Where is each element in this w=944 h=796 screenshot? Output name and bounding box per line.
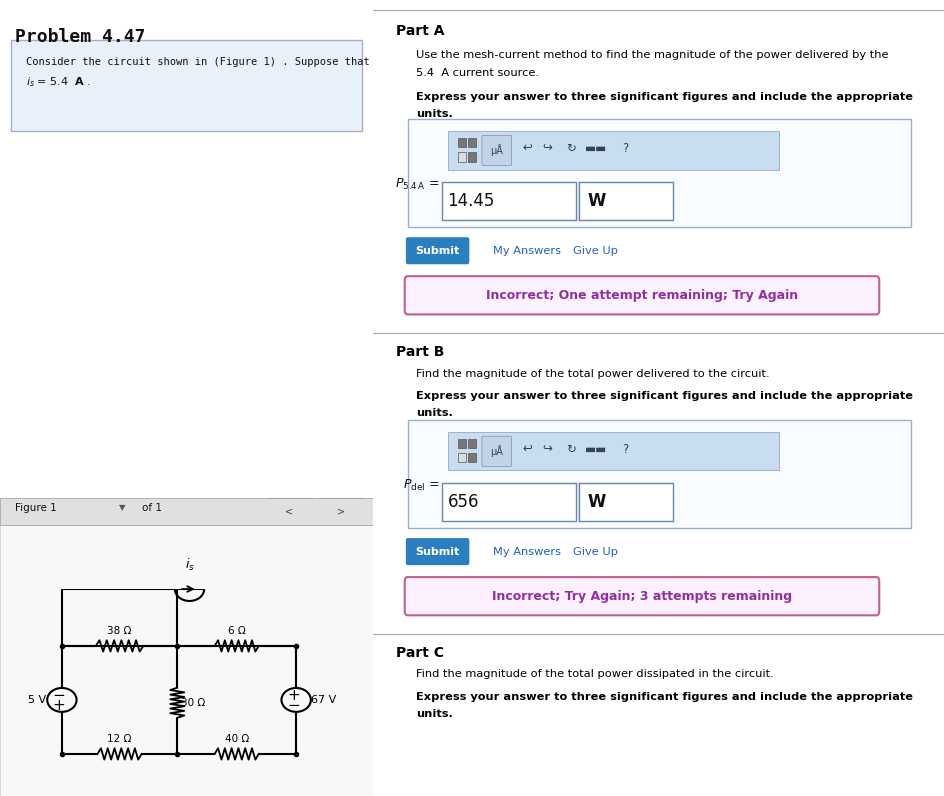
Text: 67 V: 67 V <box>311 695 336 705</box>
Text: $i_s$: $i_s$ <box>184 556 194 573</box>
Text: Give Up: Give Up <box>573 547 617 556</box>
Text: units.: units. <box>415 408 452 419</box>
FancyBboxPatch shape <box>481 436 511 466</box>
Text: Part B: Part B <box>396 345 444 359</box>
Text: Incorrect; One attempt remaining; Try Again: Incorrect; One attempt remaining; Try Ag… <box>485 289 797 302</box>
FancyBboxPatch shape <box>407 420 910 528</box>
Text: Express your answer to three significant figures and include the appropriate: Express your answer to three significant… <box>415 391 912 401</box>
FancyBboxPatch shape <box>447 131 779 170</box>
FancyBboxPatch shape <box>458 439 465 448</box>
Text: Part A: Part A <box>396 24 445 38</box>
Text: $\mathit{P}_{5.4\,\mathrm{A}}$ =: $\mathit{P}_{5.4\,\mathrm{A}}$ = <box>395 178 439 192</box>
FancyBboxPatch shape <box>467 439 476 448</box>
Text: μÅ: μÅ <box>490 145 502 156</box>
FancyBboxPatch shape <box>404 577 878 615</box>
FancyBboxPatch shape <box>481 135 511 166</box>
Text: units.: units. <box>415 109 452 119</box>
Text: 38 Ω: 38 Ω <box>108 626 131 636</box>
Text: W: W <box>587 494 605 511</box>
Text: Use the mesh-current method to find the magnitude of the power delivered by the: Use the mesh-current method to find the … <box>415 50 887 60</box>
Text: ↻: ↻ <box>565 443 575 456</box>
Text: ↪: ↪ <box>542 443 552 456</box>
Text: units.: units. <box>415 709 452 720</box>
FancyBboxPatch shape <box>442 182 576 220</box>
Text: W: W <box>587 193 605 210</box>
FancyBboxPatch shape <box>405 538 469 565</box>
Text: +: + <box>53 697 65 712</box>
Text: My Answers: My Answers <box>493 547 561 556</box>
Text: ↻: ↻ <box>565 142 575 155</box>
Text: Submit: Submit <box>415 246 459 256</box>
FancyBboxPatch shape <box>467 152 476 162</box>
Text: ▼: ▼ <box>119 503 126 513</box>
FancyBboxPatch shape <box>407 119 910 227</box>
Text: My Answers: My Answers <box>493 246 561 256</box>
FancyBboxPatch shape <box>319 498 363 525</box>
Text: Consider the circuit shown in (Figure 1) . Suppose that: Consider the circuit shown in (Figure 1)… <box>26 57 369 68</box>
Text: >: > <box>337 506 346 516</box>
Text: Find the magnitude of the total power delivered to the circuit.: Find the magnitude of the total power de… <box>415 369 769 379</box>
Text: Find the magnitude of the total power dissipated in the circuit.: Find the magnitude of the total power di… <box>415 669 773 680</box>
Text: 40 Ω: 40 Ω <box>225 734 248 744</box>
Text: Submit: Submit <box>415 547 459 556</box>
Text: 12 Ω: 12 Ω <box>108 734 131 744</box>
Text: Figure 1: Figure 1 <box>15 503 57 513</box>
Text: ▬▬: ▬▬ <box>584 142 607 155</box>
Text: of 1: of 1 <box>142 503 161 513</box>
Text: 30 Ω: 30 Ω <box>180 698 205 708</box>
Text: ↩: ↩ <box>522 142 532 155</box>
FancyBboxPatch shape <box>266 498 312 525</box>
FancyBboxPatch shape <box>579 483 673 521</box>
FancyBboxPatch shape <box>404 276 878 314</box>
FancyBboxPatch shape <box>458 453 465 462</box>
FancyBboxPatch shape <box>447 432 779 470</box>
Text: $\mathit{P}_{\mathrm{del}}$ =: $\mathit{P}_{\mathrm{del}}$ = <box>402 478 439 493</box>
Text: +: + <box>287 689 299 703</box>
Text: ↩: ↩ <box>522 443 532 456</box>
Text: ▬▬: ▬▬ <box>584 443 607 456</box>
FancyBboxPatch shape <box>0 498 373 525</box>
FancyBboxPatch shape <box>405 237 469 264</box>
Text: Problem 4.47: Problem 4.47 <box>15 28 145 46</box>
Text: Express your answer to three significant figures and include the appropriate: Express your answer to three significant… <box>415 692 912 702</box>
FancyBboxPatch shape <box>467 453 476 462</box>
FancyBboxPatch shape <box>11 40 362 131</box>
FancyBboxPatch shape <box>458 152 465 162</box>
Text: ↪: ↪ <box>542 142 552 155</box>
Text: Express your answer to three significant figures and include the appropriate: Express your answer to three significant… <box>415 92 912 102</box>
Text: $\it{i_s}$ = 5.4  $\bf{A}$ .: $\it{i_s}$ = 5.4 $\bf{A}$ . <box>26 75 92 88</box>
Text: −: − <box>53 689 65 703</box>
Text: Incorrect; Try Again; 3 attempts remaining: Incorrect; Try Again; 3 attempts remaini… <box>492 590 791 603</box>
FancyBboxPatch shape <box>458 138 465 147</box>
FancyBboxPatch shape <box>467 138 476 147</box>
Text: Give Up: Give Up <box>573 246 617 256</box>
FancyBboxPatch shape <box>442 483 576 521</box>
Text: Part C: Part C <box>396 646 444 660</box>
Text: ?: ? <box>621 443 628 456</box>
Text: μÅ: μÅ <box>490 446 502 457</box>
Text: 14.45: 14.45 <box>447 193 495 210</box>
FancyBboxPatch shape <box>579 182 673 220</box>
Text: ?: ? <box>621 142 628 155</box>
Text: −: − <box>287 697 299 712</box>
Text: 5 V: 5 V <box>27 695 45 705</box>
FancyBboxPatch shape <box>0 525 373 796</box>
Text: 6 Ω: 6 Ω <box>228 626 245 636</box>
Text: 5.4  A current source.: 5.4 A current source. <box>415 68 539 78</box>
Text: <: < <box>285 506 293 516</box>
Text: 656: 656 <box>447 494 479 511</box>
